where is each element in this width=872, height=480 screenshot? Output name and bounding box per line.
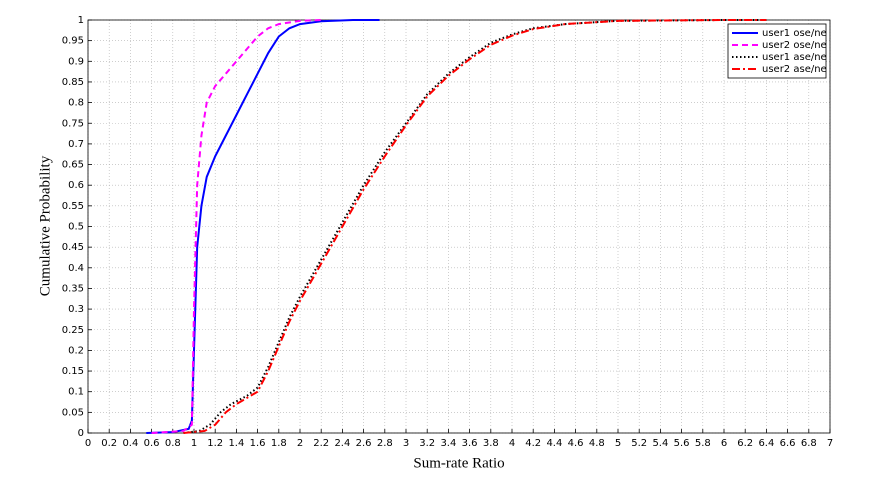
y-tick-label: 0.65 — [62, 160, 84, 171]
x-tick-label: 0.4 — [122, 438, 138, 449]
x-tick-label: 4.2 — [525, 438, 541, 449]
x-tick-label: 5 — [615, 438, 621, 449]
x-tick-label: 3 — [403, 438, 409, 449]
legend-label: user2 ose/ne — [762, 40, 827, 51]
y-tick-label: 1 — [78, 15, 84, 26]
y-tick-label: 0.25 — [62, 325, 84, 336]
x-tick-label: 5.4 — [652, 438, 668, 449]
x-tick-label: 0.2 — [101, 438, 117, 449]
y-tick-label: 0.75 — [62, 118, 84, 129]
x-tick-label: 0.8 — [165, 438, 181, 449]
x-tick-label: 3.2 — [419, 438, 435, 449]
x-tick-label: 6.4 — [758, 438, 774, 449]
y-tick-label: 0.95 — [62, 36, 84, 47]
x-tick-label: 7 — [827, 438, 833, 449]
x-tick-label: 6 — [721, 438, 727, 449]
x-tick-label: 3.6 — [462, 438, 478, 449]
x-tick-label: 1.6 — [250, 438, 266, 449]
x-tick-label: 2.4 — [334, 438, 350, 449]
x-tick-label: 1 — [191, 438, 197, 449]
legend-label: user2 ase/ne — [762, 64, 827, 75]
x-tick-label: 4.6 — [568, 438, 584, 449]
y-tick-label: 0.8 — [68, 98, 84, 109]
y-tick-label: 0 — [78, 428, 84, 439]
y-tick-label: 0.15 — [62, 366, 84, 377]
y-tick-label: 0.2 — [68, 345, 84, 356]
x-tick-label: 4 — [509, 438, 515, 449]
y-tick-label: 0.35 — [62, 283, 84, 294]
x-tick-label: 4.4 — [546, 438, 562, 449]
series-line — [151, 19, 322, 434]
y-tick-label: 0.9 — [68, 56, 84, 67]
x-tick-label: 4.8 — [589, 438, 605, 449]
legend-label: user1 ose/ne — [762, 28, 827, 39]
x-tick-label: 2.8 — [377, 438, 393, 449]
y-tick-label: 0.85 — [62, 77, 84, 88]
x-tick-label: 1.2 — [207, 438, 223, 449]
plot-frame — [87, 19, 831, 434]
x-tick-label: 1.8 — [271, 438, 287, 449]
x-tick-label: 0 — [85, 438, 91, 449]
x-tick-label: 3.4 — [440, 438, 456, 449]
legend-label: user1 ase/ne — [762, 52, 827, 63]
x-axis-label: Sum-rate Ratio — [413, 455, 504, 471]
x-tick-label: 5.8 — [695, 438, 711, 449]
x-tick-label: 2.2 — [313, 438, 329, 449]
y-tick-label: 0.05 — [62, 407, 84, 418]
series-line — [183, 19, 767, 434]
x-tick-label: 3.8 — [483, 438, 499, 449]
y-tick-label: 0.5 — [68, 222, 84, 233]
x-tick-label: 2.6 — [356, 438, 372, 449]
y-tick-label: 0.1 — [68, 387, 84, 398]
y-tick-label: 0.7 — [68, 139, 84, 150]
series-line — [183, 19, 767, 434]
x-tick-label: 0.6 — [144, 438, 160, 449]
y-tick-label: 0.55 — [62, 201, 84, 212]
y-axis-label: Cumulative Probability — [37, 155, 53, 296]
x-tick-label: 2 — [297, 438, 303, 449]
series-line — [146, 19, 380, 434]
x-tick-label: 5.2 — [631, 438, 647, 449]
x-tick-label: 1.4 — [228, 438, 244, 449]
x-tick-label: 6.8 — [801, 438, 817, 449]
y-tick-label: 0.3 — [68, 304, 84, 315]
x-tick-label: 6.6 — [780, 438, 796, 449]
x-tick-label: 5.6 — [674, 438, 690, 449]
y-tick-label: 0.4 — [68, 263, 84, 274]
x-tick-label: 6.2 — [737, 438, 753, 449]
y-tick-label: 0.45 — [62, 242, 84, 253]
y-tick-label: 0.6 — [68, 180, 84, 191]
